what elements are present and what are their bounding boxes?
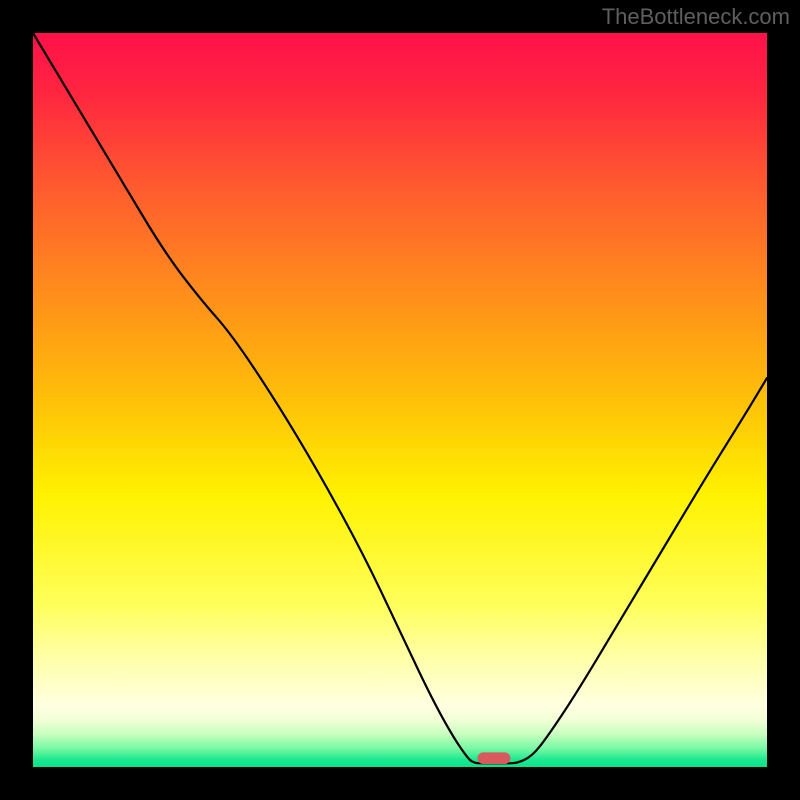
chart-svg [0,0,800,800]
optimal-marker [477,752,510,764]
watermark-text: TheBottleneck.com [602,4,790,30]
bottleneck-chart: TheBottleneck.com [0,0,800,800]
plot-gradient-background [33,33,767,767]
